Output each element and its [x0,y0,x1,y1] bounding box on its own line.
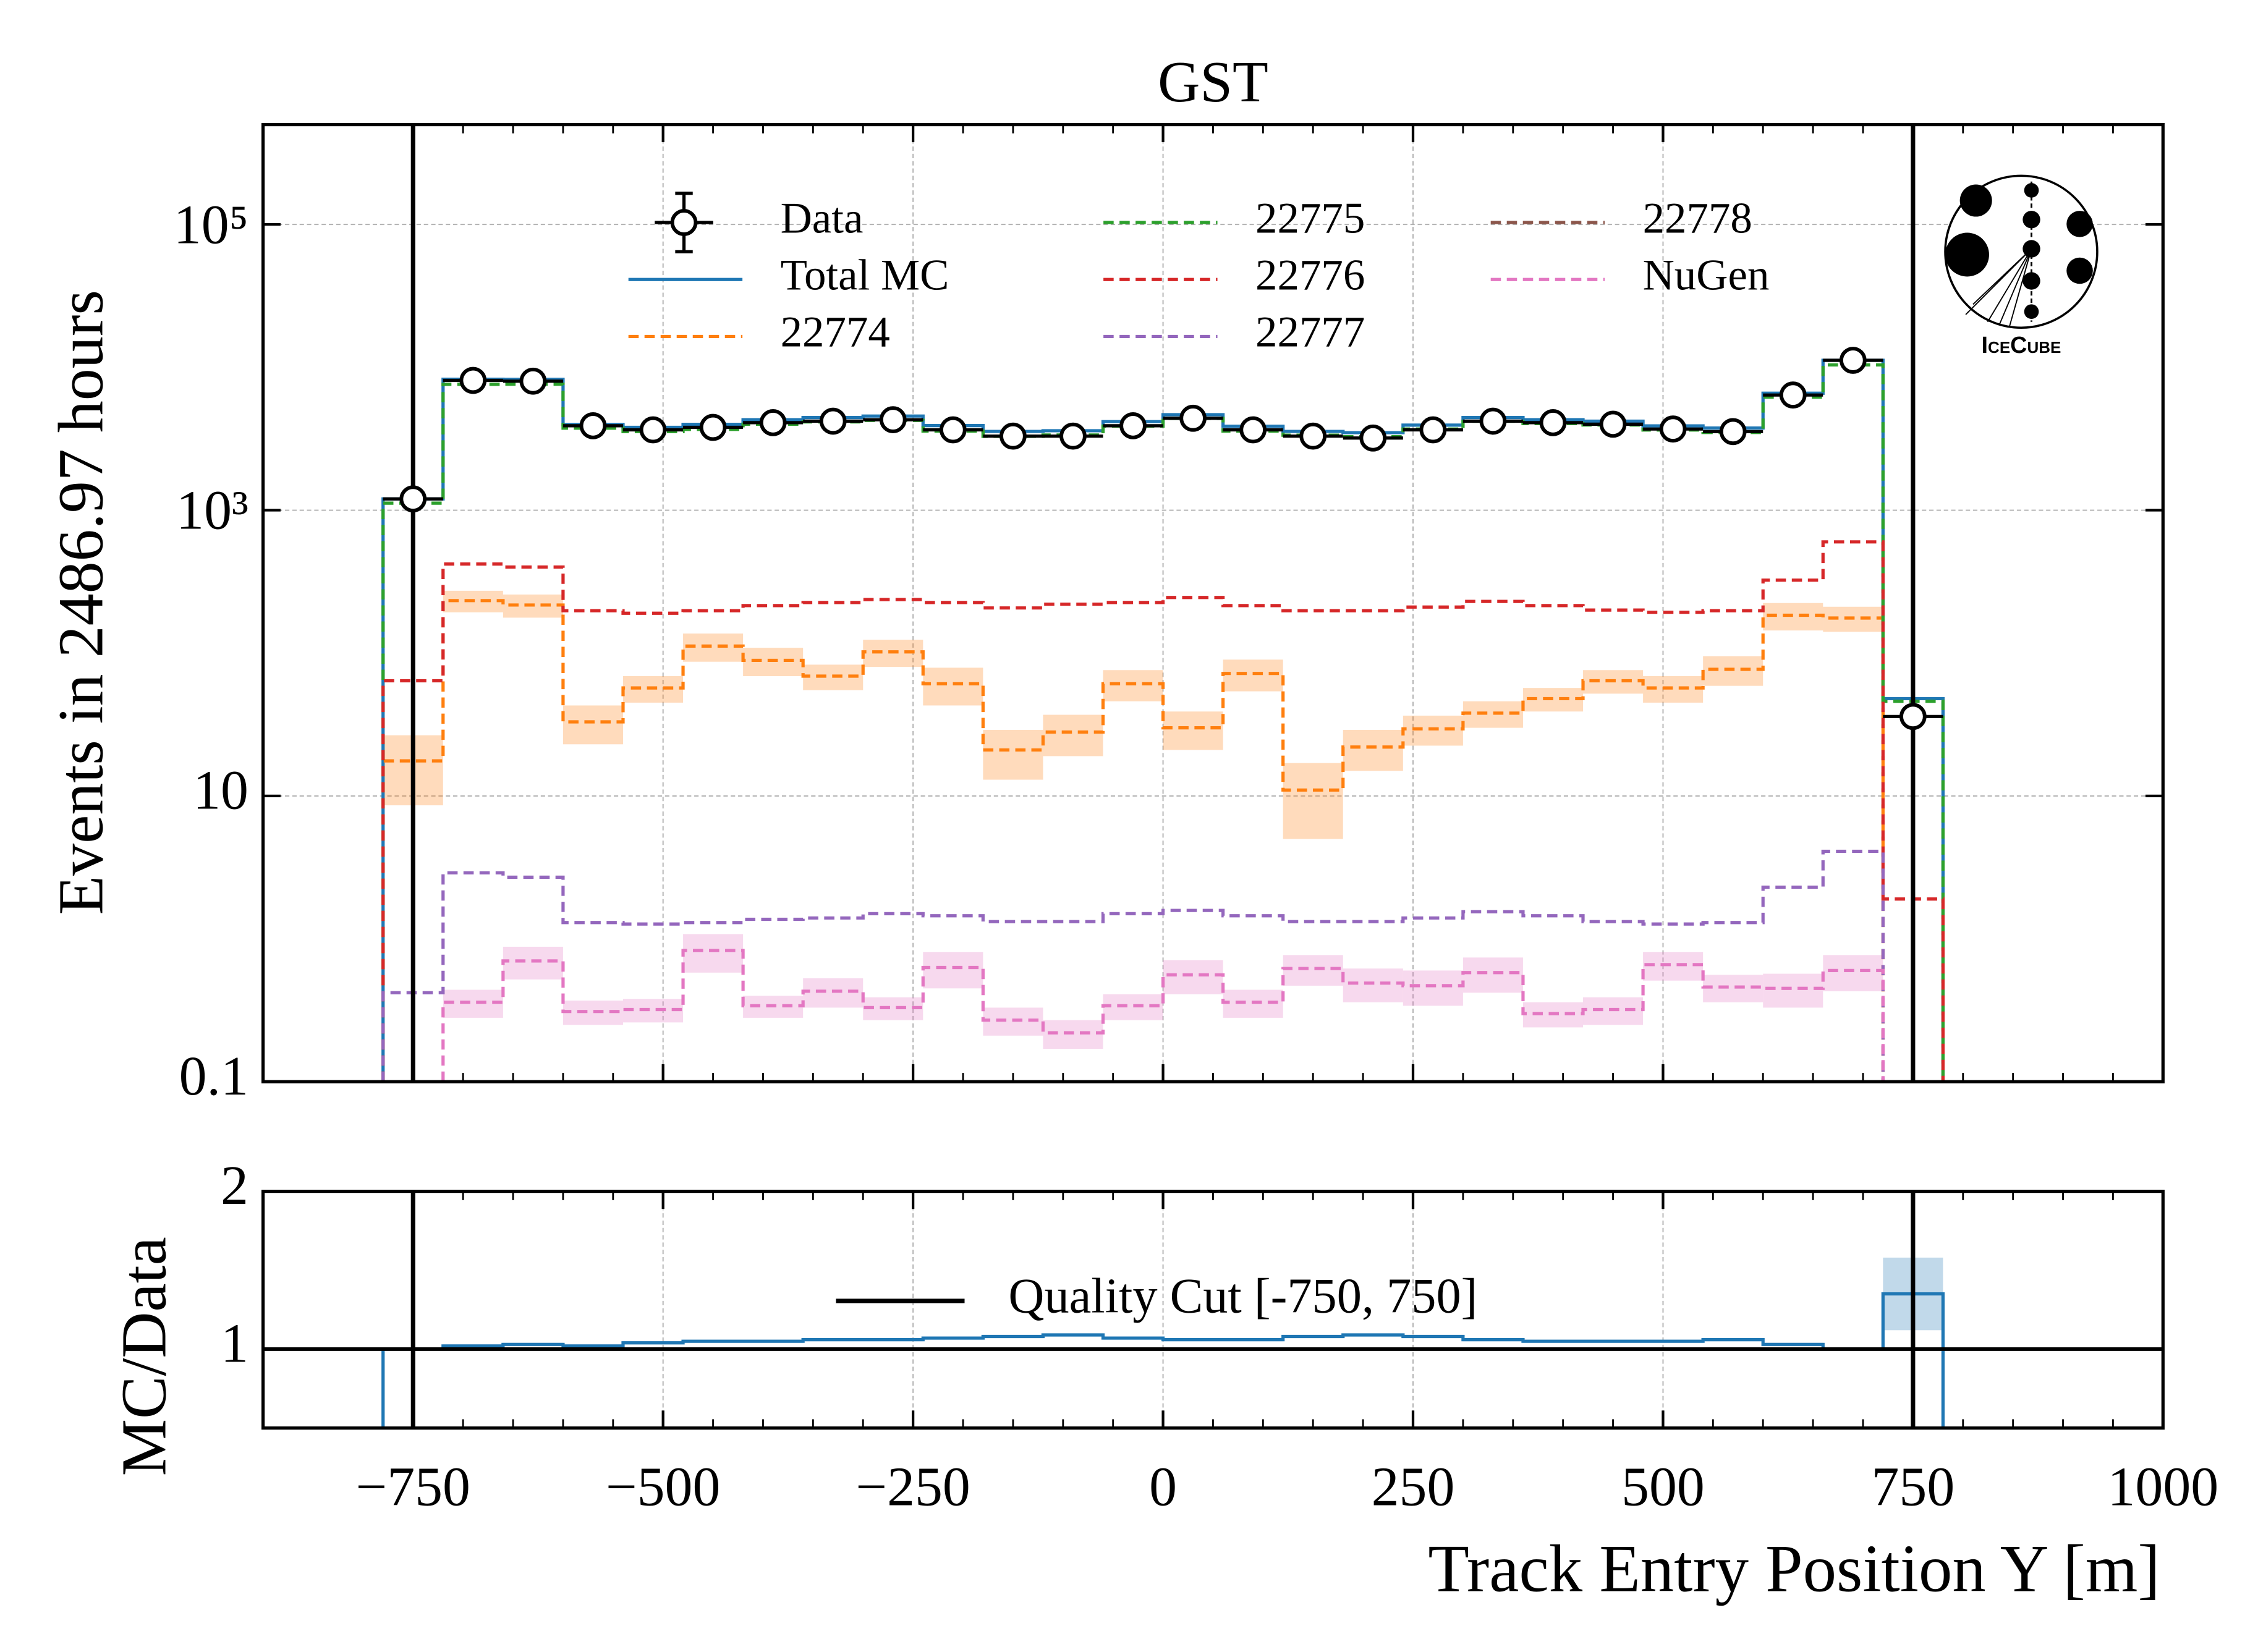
error-band [923,952,983,989]
x-tick-label: −250 [855,1456,970,1517]
error-band [1223,659,1283,692]
data-point [1899,703,1927,731]
x-tick-label: 500 [1621,1456,1705,1517]
legend-label: 22775 [1255,194,1365,242]
error-band [923,667,983,706]
legend-label: Quality Cut [-750, 750] [1008,1268,1477,1323]
x-tick-label: 1000 [2107,1456,2218,1517]
error-band [1343,730,1403,771]
data-point [1239,416,1267,444]
plot-area [263,124,2163,1082]
data-point [1659,415,1687,443]
step-line [441,949,1885,1082]
data-point [579,412,607,439]
chart-title: GST [1158,50,1268,114]
logo-text: IceCube [1982,333,2061,358]
y-tick-label: 10 [193,760,248,821]
data-point [1779,381,1807,409]
y-tick-label: 1 [221,1313,248,1375]
error-band [1283,955,1343,986]
data-point [1599,410,1627,438]
error-band [1103,670,1163,701]
data-point [1719,418,1747,446]
data-point [1479,407,1507,435]
error-band [1163,960,1223,994]
data-point [939,416,967,444]
error-band [743,648,804,676]
x-tick-label: 0 [1149,1456,1177,1517]
error-band [1703,656,1764,686]
x-tick-label: 750 [1872,1456,1955,1517]
data-point [1119,412,1147,439]
legend-label: 22778 [1643,194,1752,242]
x-axis-label: Track Entry Position Y [m] [1428,1531,2160,1606]
data-point [1179,404,1207,432]
data-point [459,366,487,394]
error-band [1462,957,1523,993]
step-line [381,599,1885,1082]
data-point [1839,347,1867,374]
y-tick-label: 0.1 [179,1046,248,1107]
step-line [381,1292,1945,1428]
data-point [1359,424,1387,452]
legend-label: Total MC [781,251,949,299]
x-tick-label: −750 [356,1456,470,1517]
legend-label: 22774 [781,308,890,357]
data-point [639,416,667,444]
data-point [1539,409,1567,436]
legend-label: 22777 [1255,308,1365,357]
y-tick-label: 10³ [176,480,248,541]
error-band [1043,1020,1103,1049]
data-point [519,367,547,395]
icecube-logo: IceCube [1944,174,2099,358]
error-band [1043,714,1103,756]
step-line [381,540,1945,1082]
error-band [1343,968,1403,1002]
data-point [399,485,427,513]
data-point [819,407,847,435]
x-tick-label: −500 [606,1456,720,1517]
error-band [1643,952,1704,981]
error-band [503,946,563,980]
data-point [1059,422,1087,450]
plot-layer: 0.1 10 10³ 10⁵ −750 −500 −250 0 250 500 750 1000 1 2 D… [174,122,2218,1517]
plot-area [263,1191,2163,1428]
data-point [1299,422,1327,450]
error-band [683,934,744,973]
error-band [1763,973,1823,1008]
error-band [803,978,864,1008]
step-line [381,849,1885,1082]
error-band [562,705,623,745]
legend-label: Data [781,194,864,242]
data-point [1419,416,1447,444]
error-band [983,730,1043,780]
error-band [1403,970,1463,1006]
data-point [879,406,907,433]
data-point [759,409,787,436]
data-point [699,413,727,441]
legend-handle [670,209,698,236]
legend-label: NuGen [1643,251,1770,299]
legend-label: 22776 [1255,251,1365,299]
y-axis-label: Events in 2486.97 hours [45,290,117,915]
y-tick-label: 2 [221,1155,248,1216]
error-band [1283,763,1343,839]
y-axis-label: MC/Data [108,1237,179,1476]
y-tick-label: 10⁵ [174,194,248,255]
x-tick-label: 250 [1372,1456,1455,1517]
data-point [1000,422,1027,450]
error-band [1163,711,1223,750]
error-band [1403,715,1463,746]
error-band [1823,955,1883,991]
